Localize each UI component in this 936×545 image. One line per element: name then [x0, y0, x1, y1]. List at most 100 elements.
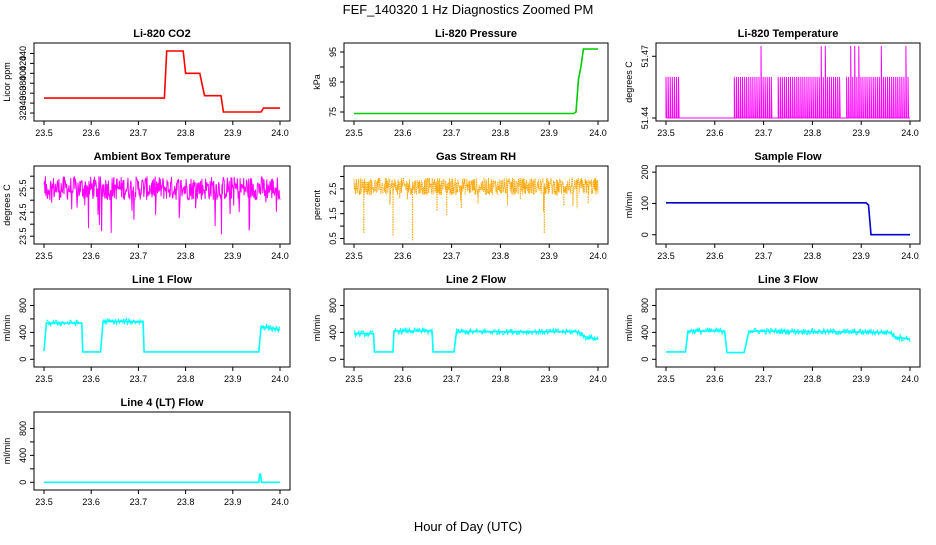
series-line-temp — [665, 45, 910, 119]
x-tick-label-temp: 23.7 — [755, 128, 773, 138]
chart-title-co2: Li-820 CO2 — [133, 28, 190, 40]
y-tick-label-co2: 420 — [18, 56, 28, 71]
x-tick-label-rh: 23.6 — [394, 251, 412, 261]
y-axis-label-pressure: kPa — [312, 74, 322, 90]
x-tick-label-co2: 24.0 — [271, 128, 289, 138]
panel-sample: Sample Flow ml/min 0 100 200 23.5 23.6 23.7 23.8… — [624, 151, 921, 261]
x-tick-label-pressure: 23.7 — [443, 128, 461, 138]
x-tick-label-pressure: 23.5 — [345, 128, 363, 138]
x-tick-label-rh: 23.9 — [540, 251, 558, 261]
x-tick-label-temp: 23.5 — [657, 128, 675, 138]
panel-line1: Line 1 Flow ml/min 0 400 800 23.5 23.6 23.7 23.8… — [2, 274, 291, 384]
x-tick-label-line1: 23.9 — [224, 374, 242, 384]
x-tick-label-line2: 23.5 — [345, 374, 363, 384]
x-tick-label-line4: 24.0 — [271, 497, 289, 507]
x-tick-label-sample: 23.7 — [755, 251, 773, 261]
x-tick-label-rh: 23.7 — [443, 251, 461, 261]
y-tick-label-co2: 400 — [18, 66, 28, 81]
plot-frame-co2 — [33, 42, 291, 122]
series-noise-line2 — [582, 333, 599, 342]
chart-title-pressure: Li-820 Pressure — [435, 28, 517, 40]
panel-temp: Li-820 Temperature degrees C 51.44 51.47 23.… — [624, 28, 921, 138]
y-axis-label-line2: ml/min — [312, 315, 322, 342]
y-axis-label-ambient: degrees C — [2, 184, 12, 226]
series-noise-line3 — [687, 326, 725, 336]
series-noise-line1 — [102, 317, 144, 327]
y-tick-label-line2: 400 — [328, 325, 338, 340]
y-tick-label-co2: 340 — [18, 96, 28, 111]
series-line-pressure — [354, 48, 598, 115]
y-tick-label-line4: 400 — [18, 448, 28, 463]
x-tick-label-sample: 23.9 — [852, 251, 870, 261]
chart-title-line1: Line 1 Flow — [132, 274, 192, 286]
x-tick-label-line3: 23.7 — [755, 374, 773, 384]
series-noise-line2 — [353, 329, 374, 339]
series-line-line3 — [666, 330, 911, 354]
plot-frame-line4 — [33, 411, 291, 491]
x-tick-label-line1: 23.5 — [35, 374, 53, 384]
x-tick-label-sample: 23.6 — [706, 251, 724, 261]
y-tick-label-rh: 1.5 — [328, 207, 338, 220]
series-noise-line2 — [393, 326, 433, 336]
chart-title-sample: Sample Flow — [754, 151, 822, 163]
series-line-line1 — [43, 320, 281, 353]
plot-frame-line3 — [655, 288, 921, 368]
chart-title-temp: Li-820 Temperature — [738, 28, 839, 40]
x-tick-label-line4: 23.5 — [35, 497, 53, 507]
x-tick-label-co2: 23.7 — [130, 128, 148, 138]
x-tick-label-ambient: 23.8 — [177, 251, 195, 261]
x-tick-label-line3: 24.0 — [901, 374, 919, 384]
panel-pressure: Li-820 Pressure kPa 75 85 95 23.5 23.6 23.7 23.8… — [312, 28, 609, 138]
chart-title-rh: Gas Stream RH — [436, 151, 516, 163]
x-tick-label-ambient: 23.7 — [130, 251, 148, 261]
x-tick-label-line2: 23.9 — [540, 374, 558, 384]
y-tick-label-pressure: 75 — [328, 107, 338, 117]
x-tick-label-pressure: 23.8 — [492, 128, 510, 138]
series-noise-line1 — [46, 318, 83, 328]
figure-title: FEF_140320 1 Hz Diagnostics Zoomed PM — [343, 2, 594, 17]
plot-frame-rh — [343, 165, 609, 245]
x-tick-label-co2: 23.5 — [35, 128, 53, 138]
y-tick-label-line1: 800 — [18, 298, 28, 313]
y-tick-label-line3: 0 — [640, 357, 650, 362]
plot-frame-temp — [655, 42, 921, 122]
x-tick-label-line1: 23.8 — [177, 374, 195, 384]
y-tick-label-ambient: 23.5 — [18, 227, 28, 245]
x-tick-label-pressure: 23.6 — [394, 128, 412, 138]
plot-frame-line1 — [33, 288, 291, 368]
plot-frame-pressure — [343, 42, 609, 122]
x-tick-label-line2: 23.6 — [394, 374, 412, 384]
y-tick-label-rh: 2.5 — [328, 183, 338, 196]
plot-frame-sample — [655, 165, 921, 245]
y-axis-label-sample: ml/min — [624, 192, 634, 219]
y-tick-label-sample: 0 — [640, 232, 650, 237]
y-tick-label-rh: 0.5 — [328, 232, 338, 245]
series-line-sample — [666, 202, 910, 236]
x-tick-label-line1: 23.6 — [82, 374, 100, 384]
x-tick-label-line2: 23.8 — [492, 374, 510, 384]
chart-title-line3: Line 3 Flow — [758, 274, 818, 286]
panel-line3: Line 3 Flow ml/min 0 400 800 23.5 23.6 23.7 23.8… — [624, 274, 921, 384]
x-tick-label-line3: 23.8 — [804, 374, 822, 384]
x-tick-label-line2: 23.7 — [443, 374, 461, 384]
x-tick-label-pressure: 24.0 — [589, 128, 607, 138]
x-tick-label-sample: 23.8 — [804, 251, 822, 261]
figure-xlabel: Hour of Day (UTC) — [414, 519, 522, 534]
x-tick-label-sample: 24.0 — [901, 251, 919, 261]
y-tick-label-ambient: 24.5 — [18, 203, 28, 221]
x-tick-label-pressure: 23.9 — [540, 128, 558, 138]
x-tick-label-line4: 23.7 — [130, 497, 148, 507]
series-line-line2 — [354, 330, 599, 353]
y-tick-label-line4: 0 — [18, 480, 28, 485]
x-tick-label-ambient: 24.0 — [271, 251, 289, 261]
x-tick-label-line3: 23.9 — [852, 374, 870, 384]
y-tick-label-pressure: 95 — [328, 47, 338, 57]
series-noise-line2 — [456, 326, 579, 337]
chart-title-ambient: Ambient Box Temperature — [94, 151, 231, 163]
x-tick-label-line4: 23.9 — [224, 497, 242, 507]
x-tick-label-rh: 23.8 — [492, 251, 510, 261]
y-tick-label-co2: 440 — [18, 46, 28, 61]
x-tick-label-co2: 23.6 — [82, 128, 100, 138]
x-tick-label-line3: 23.6 — [706, 374, 724, 384]
